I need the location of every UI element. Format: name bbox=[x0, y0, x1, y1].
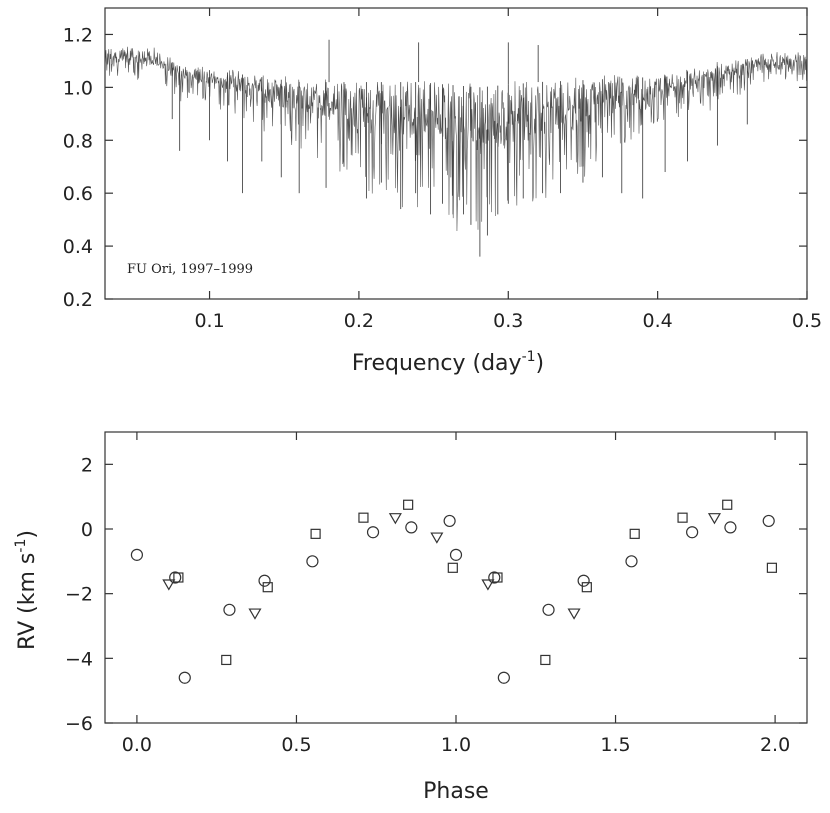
periodogram-plot-area bbox=[104, 39, 808, 257]
periodogram-y-tick-label: 1.0 bbox=[63, 77, 93, 99]
rv-point-triangle bbox=[430, 532, 444, 544]
periodogram-panel: 0.2 0.4 0.6 0.8 1.0 1.2 0.1 0.2 0.3 0.4 0.5 FU Or… bbox=[63, 7, 822, 376]
rv-point-square bbox=[581, 582, 592, 593]
rv-frame bbox=[104, 431, 808, 724]
rv-y-tick-label: −2 bbox=[65, 584, 93, 606]
rv-point-circle bbox=[542, 603, 555, 616]
periodogram-x-axis-title: Frequency (day-1) bbox=[352, 349, 544, 376]
rv-point-square bbox=[722, 499, 733, 510]
rv-point-circle bbox=[258, 574, 271, 587]
rv-point-circle bbox=[306, 555, 319, 568]
rv-x-tick-label: 0.0 bbox=[122, 734, 152, 756]
rv-point-triangle bbox=[481, 579, 495, 591]
rv-point-circle bbox=[443, 514, 456, 528]
periodogram-y-tick-label: 1.2 bbox=[63, 24, 93, 46]
rv-x-tick-label: 0.5 bbox=[281, 734, 311, 756]
rv-point-square bbox=[766, 562, 778, 573]
periodogram-annotation: FU Ori, 1997–1999 bbox=[127, 262, 253, 277]
periodogram-x-tick-label: 0.3 bbox=[493, 310, 523, 332]
periodogram-y-axis: 0.2 0.4 0.6 0.8 1.0 1.2 bbox=[63, 24, 807, 311]
periodogram-x-tick-label: 0.1 bbox=[194, 310, 224, 332]
rv-x-tick-label: 2.0 bbox=[760, 734, 790, 756]
rv-point-square bbox=[629, 528, 640, 539]
periodogram-x-tick-label: 0.4 bbox=[643, 310, 673, 332]
rv-x-axis: 0.0 0.5 1.0 1.5 2.0 bbox=[122, 432, 790, 756]
rv-point-square bbox=[173, 572, 184, 583]
periodogram-x-axis: 0.1 0.2 0.3 0.4 0.5 bbox=[194, 8, 822, 332]
periodogram-line bbox=[104, 46, 808, 232]
rv-point-circle bbox=[366, 526, 380, 539]
rv-point-square bbox=[221, 654, 232, 666]
rv-point-square bbox=[403, 499, 414, 510]
rv-x-tick-label: 1.5 bbox=[600, 734, 630, 756]
rv-point-circle bbox=[178, 671, 191, 684]
rv-y-tick-label: −6 bbox=[65, 713, 93, 735]
rv-y-tick-label: 0 bbox=[81, 519, 93, 541]
rv-point-circle bbox=[686, 526, 699, 539]
rv-point-circle bbox=[724, 521, 737, 534]
rv-point-circle bbox=[625, 555, 638, 568]
periodogram-y-tick-label: 0.6 bbox=[63, 183, 93, 205]
rv-point-square bbox=[447, 562, 458, 573]
rv-point-circle bbox=[223, 603, 236, 616]
rv-point-circle bbox=[130, 548, 144, 561]
periodogram-frame bbox=[104, 7, 808, 300]
rv-point-circle bbox=[577, 574, 590, 587]
rv-point-square bbox=[677, 512, 688, 523]
rv-point-triangle bbox=[567, 608, 581, 620]
rv-point-triangle bbox=[248, 608, 262, 620]
rv-point-circle bbox=[449, 548, 463, 561]
rv-point-square bbox=[310, 528, 321, 539]
rv-point-square bbox=[492, 572, 503, 583]
rv-y-tick-label: 2 bbox=[81, 454, 93, 476]
rv-y-axis-title: RV (km s-1) bbox=[13, 530, 40, 650]
rv-point-triangle bbox=[162, 579, 176, 591]
periodogram-y-tick-label: 0.2 bbox=[63, 289, 93, 311]
rv-point-square bbox=[540, 654, 551, 666]
periodogram-y-tick-label: 0.4 bbox=[63, 236, 93, 258]
rv-point-triangle bbox=[388, 513, 402, 525]
rv-point-circle bbox=[405, 521, 418, 534]
rv-point-square bbox=[358, 512, 369, 523]
rv-x-axis-title: Phase bbox=[423, 779, 489, 804]
rv-point-circle bbox=[488, 571, 501, 584]
rv-x-tick-label: 1.0 bbox=[441, 734, 471, 756]
rv-y-tick-label: −4 bbox=[65, 648, 93, 670]
rv-point-circle bbox=[762, 514, 775, 528]
rv-point-circle bbox=[497, 671, 510, 684]
rv-plot-area bbox=[130, 499, 778, 684]
rv-panel: −6 −4 −2 0 2 0.0 0.5 1.0 1.5 2.0 Phase RV (km s-… bbox=[13, 431, 808, 804]
periodogram-y-tick-label: 0.8 bbox=[63, 130, 93, 152]
periodogram-x-tick-label: 0.2 bbox=[344, 310, 374, 332]
rv-point-triangle bbox=[707, 513, 722, 525]
periodogram-x-tick-label: 0.5 bbox=[792, 310, 822, 332]
rv-point-circle bbox=[169, 571, 182, 584]
rv-point-square bbox=[262, 582, 273, 593]
rv-y-axis: −6 −4 −2 0 2 bbox=[65, 454, 807, 735]
